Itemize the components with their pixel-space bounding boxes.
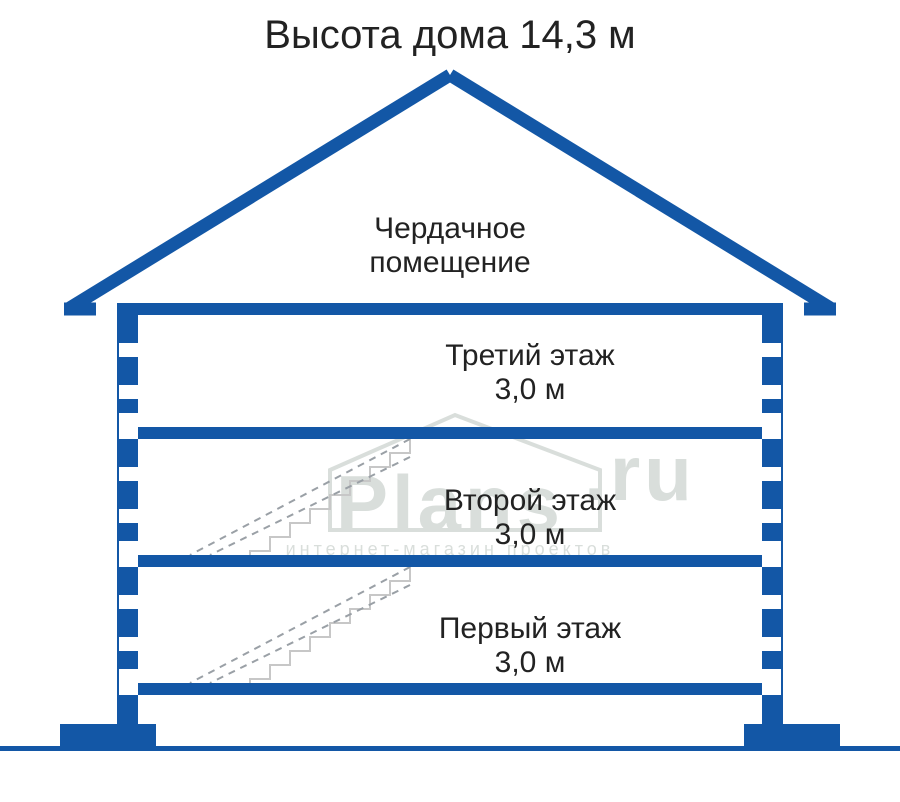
wall-segment <box>118 357 138 385</box>
wall-segment <box>762 399 782 413</box>
floor-slab <box>138 683 762 695</box>
wall-segment <box>762 567 782 595</box>
floor1-label-l1: Первый этаж <box>439 612 621 645</box>
wall-segment <box>762 439 782 467</box>
wall-segment <box>762 481 782 509</box>
wall-segment <box>118 439 138 467</box>
wall-segment <box>762 651 782 669</box>
stair-slope-line <box>210 585 410 683</box>
wall-segment <box>118 523 138 541</box>
wall-segment <box>118 567 138 595</box>
diagram-title: Высота дома 14,3 м <box>264 13 635 57</box>
wall-stub <box>762 695 782 724</box>
wall-segment <box>762 357 782 385</box>
floor-slab <box>118 303 782 315</box>
wall-segment <box>118 651 138 669</box>
floor3-label-l2: 3,0 м <box>495 373 566 406</box>
floor-slab <box>138 427 762 439</box>
wall-segment <box>762 315 782 343</box>
wall-segment <box>118 609 138 637</box>
footing <box>744 724 840 746</box>
footing <box>60 724 156 746</box>
wall-segment <box>118 399 138 413</box>
floor-slab <box>138 555 762 567</box>
attic-label-l2: помещение <box>369 246 530 279</box>
ground-line <box>0 746 900 751</box>
floor3-label-l1: Третий этаж <box>445 339 614 372</box>
wall-segment <box>118 315 138 343</box>
floor2-label-l2: 3,0 м <box>495 518 566 551</box>
attic-label-l1: Чердачное <box>374 212 526 245</box>
stair-slope-line <box>190 567 410 683</box>
stair-steps <box>230 567 410 693</box>
wall-stub <box>118 695 138 724</box>
floor2-label-l1: Второй этаж <box>444 484 616 517</box>
floor1-label-l2: 3,0 м <box>495 646 566 679</box>
wall-segment <box>762 523 782 541</box>
wall-segment <box>762 609 782 637</box>
house-section-diagram: Plans.ruинтернет-магазин проектовВысота … <box>0 0 900 802</box>
wall-segment <box>118 481 138 509</box>
